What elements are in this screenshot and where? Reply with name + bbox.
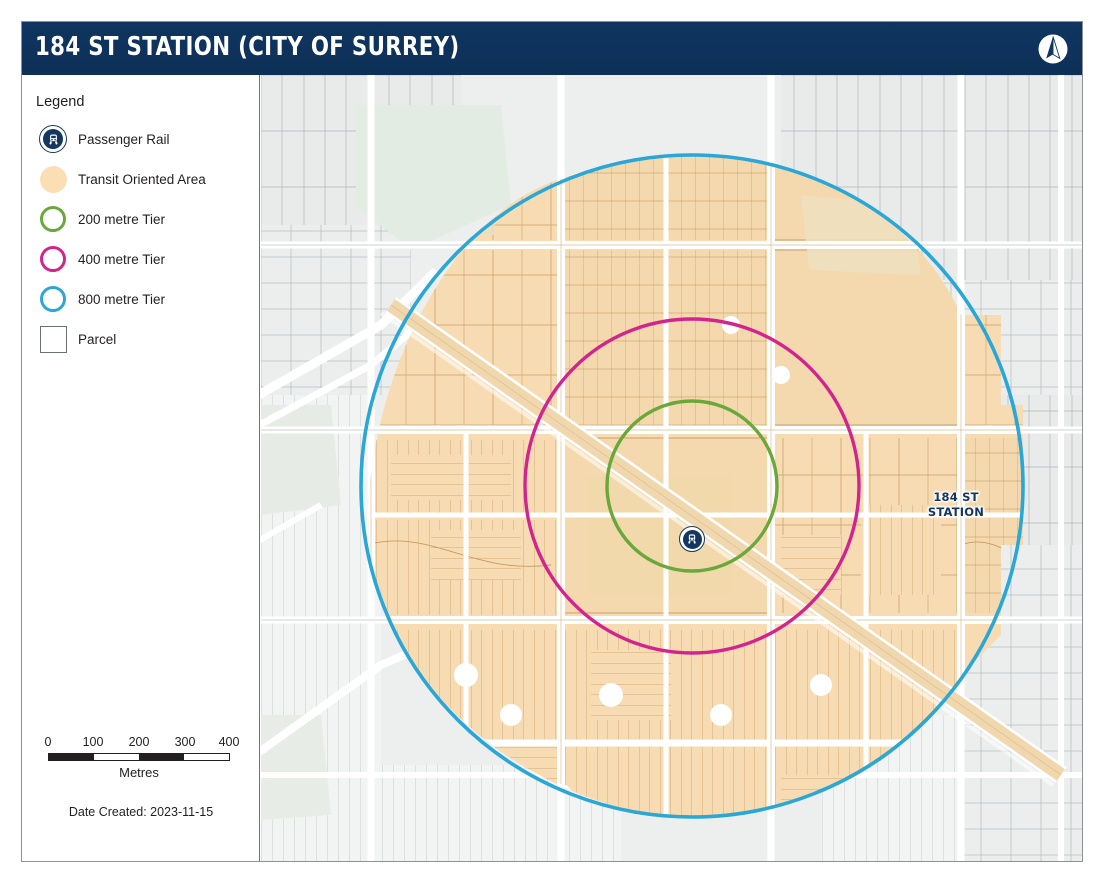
tier-circle-800 [359,153,1025,819]
scale-tick: 0 [44,735,52,749]
map-canvas[interactable]: 184 ST STATION [261,75,1082,861]
scale-segment [139,754,184,760]
scale-bar-segments [48,753,230,761]
square-swatch [36,322,70,356]
legend-item-label: Transit Oriented Area [78,171,206,187]
legend-panel: Legend [22,75,260,861]
scale-segment [94,754,139,760]
tier-circle-200 [605,399,779,573]
legend-item-label: 200 metre Tier [78,211,166,227]
scale-tick: 300 [174,735,196,749]
scale-tick: 100 [82,735,104,749]
scale-tick: 400 [218,735,240,749]
legend-item-parcel[interactable]: Parcel [36,319,251,359]
map-header: 184 ST STATION (CITY OF SURREY) [22,22,1082,75]
date-created-label: Date Created: 2023-11-15 [68,805,214,819]
passenger-rail-station-icon [36,122,70,156]
ring-swatch-green [36,202,70,236]
legend-item-800-metre-tier[interactable]: 800 metre Tier [36,279,251,319]
scale-segment [49,754,94,760]
legend-item-label: Parcel [78,331,117,347]
scale-unit-label: Metres [119,765,159,780]
passenger-rail-station-icon[interactable] [679,526,705,552]
legend-item-label: 800 metre Tier [78,291,166,307]
scale-bar: 0 100 200 300 400 Metres [44,735,240,780]
legend-item-transit-oriented-area[interactable]: Transit Oriented Area [36,159,251,199]
ring-swatch-magenta [36,242,70,276]
scale-tick: 200 [128,735,150,749]
map-frame: 184 ST STATION (CITY OF SURREY) Legend [21,21,1083,862]
legend-item-label: 400 metre Tier [78,251,166,267]
legend-title: Legend [36,94,85,110]
legend-item-200-metre-tier[interactable]: 200 metre Tier [36,199,251,239]
tier-circle-400 [523,317,861,655]
north-arrow-icon [1034,30,1072,68]
legend-item-400-metre-tier[interactable]: 400 metre Tier [36,239,251,279]
scale-segment [184,754,229,760]
legend-item-passenger-rail[interactable]: Passenger Rail [36,119,251,159]
ring-swatch-blue [36,282,70,316]
legend-item-label: Passenger Rail [78,131,170,147]
basemap-graphic [261,75,1082,861]
filled-circle-swatch [36,162,70,196]
page-title: 184 ST STATION (CITY OF SURREY) [35,32,460,62]
